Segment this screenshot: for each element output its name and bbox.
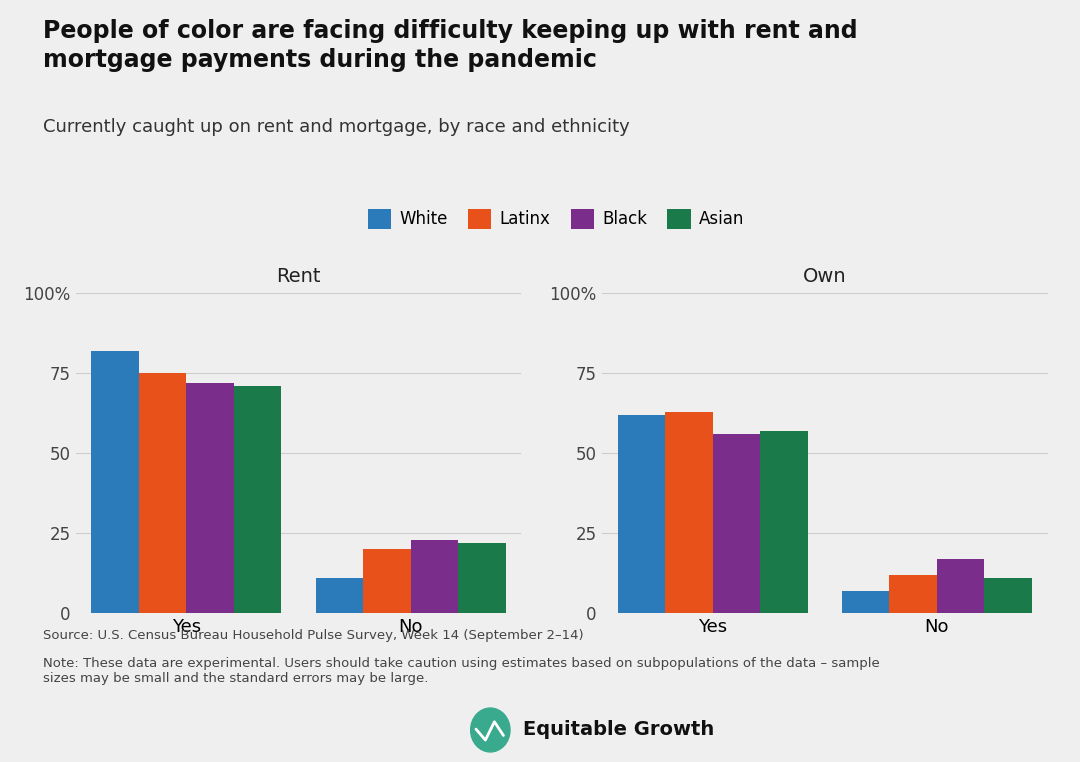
Bar xyxy=(936,559,984,613)
Bar xyxy=(139,373,187,613)
Bar xyxy=(315,578,363,613)
Text: Currently caught up on rent and mortgage, by race and ethnicity: Currently caught up on rent and mortgage… xyxy=(43,118,630,136)
Bar xyxy=(984,578,1031,613)
Bar xyxy=(760,431,808,613)
Bar xyxy=(665,411,713,613)
Text: People of color are facing difficulty keeping up with rent and
mortgage payments: People of color are facing difficulty ke… xyxy=(43,19,858,72)
Bar xyxy=(92,351,139,613)
Title: Rent: Rent xyxy=(276,267,321,287)
Legend: White, Latinx, Black, Asian: White, Latinx, Black, Asian xyxy=(362,203,751,235)
Bar xyxy=(187,383,234,613)
Circle shape xyxy=(471,708,510,752)
Bar xyxy=(234,386,282,613)
Text: Equitable Growth: Equitable Growth xyxy=(523,721,714,739)
Text: Source: U.S. Census Bureau Household Pulse Survey, Week 14 (September 2–14): Source: U.S. Census Bureau Household Pul… xyxy=(43,629,584,642)
Bar xyxy=(889,575,936,613)
Bar xyxy=(410,539,458,613)
Bar xyxy=(363,549,410,613)
Text: Note: These data are experimental. Users should take caution using estimates bas: Note: These data are experimental. Users… xyxy=(43,657,880,685)
Bar xyxy=(458,543,505,613)
Bar xyxy=(841,591,889,613)
Title: Own: Own xyxy=(802,267,847,287)
Bar xyxy=(713,434,760,613)
Bar xyxy=(618,415,665,613)
